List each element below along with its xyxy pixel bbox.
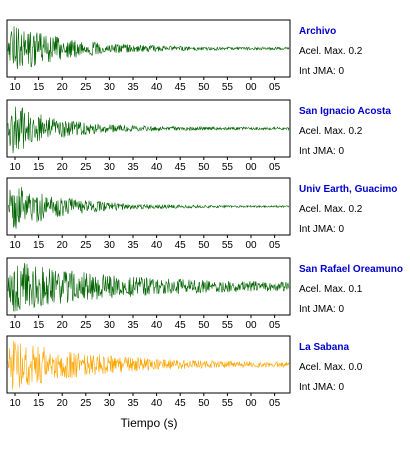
station-panel: 10 15 20 25 30 35 40 45 50 55 00 05 Univ Earth, Guac… (6, 177, 397, 251)
x-tick-label: 55 (222, 162, 234, 173)
x-tick-label: 15 (33, 240, 45, 251)
x-tick-label: 45 (175, 398, 187, 409)
x-tick-label: 20 (57, 82, 69, 93)
x-tick-label: 00 (245, 162, 257, 173)
x-tick-label: 25 (80, 82, 92, 93)
x-tick-label: 50 (198, 398, 210, 409)
x-tick-label: 00 (245, 398, 257, 409)
x-tick-label: 20 (57, 240, 69, 251)
x-tick-label: 30 (104, 82, 116, 93)
jma-intensity-label: Int JMA: 0 (299, 382, 344, 393)
station-name: La Sabana (299, 342, 349, 353)
x-tick-label: 30 (104, 162, 116, 173)
x-tick-label: 10 (9, 82, 21, 93)
x-tick-label: 00 (245, 320, 257, 331)
x-tick-label: 45 (175, 162, 187, 173)
panel-frame (6, 177, 291, 236)
x-tick-label: 40 (151, 240, 163, 251)
panel-frame (6, 19, 291, 78)
jma-intensity-label: Int JMA: 0 (299, 304, 344, 315)
x-tick-label: 35 (127, 320, 139, 331)
x-tick-label: 05 (269, 240, 281, 251)
jma-intensity-label: Int JMA: 0 (299, 224, 344, 235)
x-tick-label: 25 (80, 162, 92, 173)
x-tick-label: 45 (175, 320, 187, 331)
panels-group: 10 15 20 25 30 35 40 45 50 55 00 05 Archivo Acel. Max… (6, 19, 403, 409)
x-tick-label: 10 (9, 162, 21, 173)
station-panel: 10 15 20 25 30 35 40 45 50 55 00 05 La Sabana Acel. M… (6, 335, 363, 409)
x-tick-label: 15 (33, 320, 45, 331)
x-tick-label: 40 (151, 82, 163, 93)
x-tick-label: 15 (33, 398, 45, 409)
x-tick-label: 25 (80, 398, 92, 409)
x-tick-label: 10 (9, 240, 21, 251)
x-tick-label: 05 (269, 398, 281, 409)
x-tick-label: 20 (57, 162, 69, 173)
station-name: Archivo (299, 26, 336, 37)
x-tick-label: 05 (269, 82, 281, 93)
jma-intensity-label: Int JMA: 0 (299, 146, 344, 157)
panel-frame (6, 257, 291, 316)
x-tick-label: 55 (222, 240, 234, 251)
x-tick-label: 55 (222, 320, 234, 331)
x-tick-label: 50 (198, 320, 210, 331)
panel-frame (6, 335, 291, 394)
x-axis-title: Tiempo (s) (121, 416, 178, 430)
station-name: San Ignacio Acosta (299, 106, 391, 117)
panel-frame (6, 99, 291, 158)
x-tick-label: 50 (198, 82, 210, 93)
x-tick-label: 15 (33, 82, 45, 93)
station-panel: 10 15 20 25 30 35 40 45 50 55 00 05 San Rafael Oream… (6, 257, 403, 331)
x-tick-label: 50 (198, 162, 210, 173)
max-accel-label: Acel. Max. 0.2 (299, 204, 363, 215)
x-tick-label: 25 (80, 240, 92, 251)
max-accel-label: Acel. Max. 0.1 (299, 284, 363, 295)
x-tick-label: 40 (151, 320, 163, 331)
x-tick-label: 35 (127, 398, 139, 409)
x-tick-label: 15 (33, 162, 45, 173)
jma-intensity-label: Int JMA: 0 (299, 66, 344, 77)
x-tick-label: 00 (245, 240, 257, 251)
x-tick-label: 05 (269, 162, 281, 173)
x-tick-label: 55 (222, 82, 234, 93)
x-tick-label: 00 (245, 82, 257, 93)
station-panel: 10 15 20 25 30 35 40 45 50 55 00 05 Archivo Acel. Max… (6, 19, 363, 93)
max-accel-label: Acel. Max. 0.2 (299, 46, 363, 57)
x-tick-label: 40 (151, 162, 163, 173)
waveform-line (7, 106, 290, 154)
waveform-line (7, 340, 290, 390)
x-tick-label: 40 (151, 398, 163, 409)
waveform-line (7, 26, 290, 70)
x-tick-label: 55 (222, 398, 234, 409)
x-tick-label: 10 (9, 320, 21, 331)
x-tick-label: 35 (127, 82, 139, 93)
x-tick-label: 45 (175, 82, 187, 93)
station-panel: 10 15 20 25 30 35 40 45 50 55 00 05 San Ignacio Acos… (6, 99, 391, 173)
max-accel-label: Acel. Max. 0.0 (299, 362, 363, 373)
x-tick-label: 05 (269, 320, 281, 331)
x-tick-label: 50 (198, 240, 210, 251)
x-tick-label: 35 (127, 240, 139, 251)
x-tick-label: 30 (104, 320, 116, 331)
max-accel-label: Acel. Max. 0.2 (299, 126, 363, 137)
x-tick-label: 20 (57, 320, 69, 331)
waveform-line (7, 262, 290, 312)
waveform-line (7, 186, 290, 229)
x-tick-label: 25 (80, 320, 92, 331)
x-tick-label: 10 (9, 398, 21, 409)
x-tick-label: 45 (175, 240, 187, 251)
x-tick-label: 30 (104, 398, 116, 409)
station-name: Univ Earth, Guacimo (299, 184, 397, 195)
x-tick-label: 30 (104, 240, 116, 251)
x-tick-label: 20 (57, 398, 69, 409)
station-name: San Rafael Oreamuno (299, 264, 403, 275)
x-tick-label: 35 (127, 162, 139, 173)
